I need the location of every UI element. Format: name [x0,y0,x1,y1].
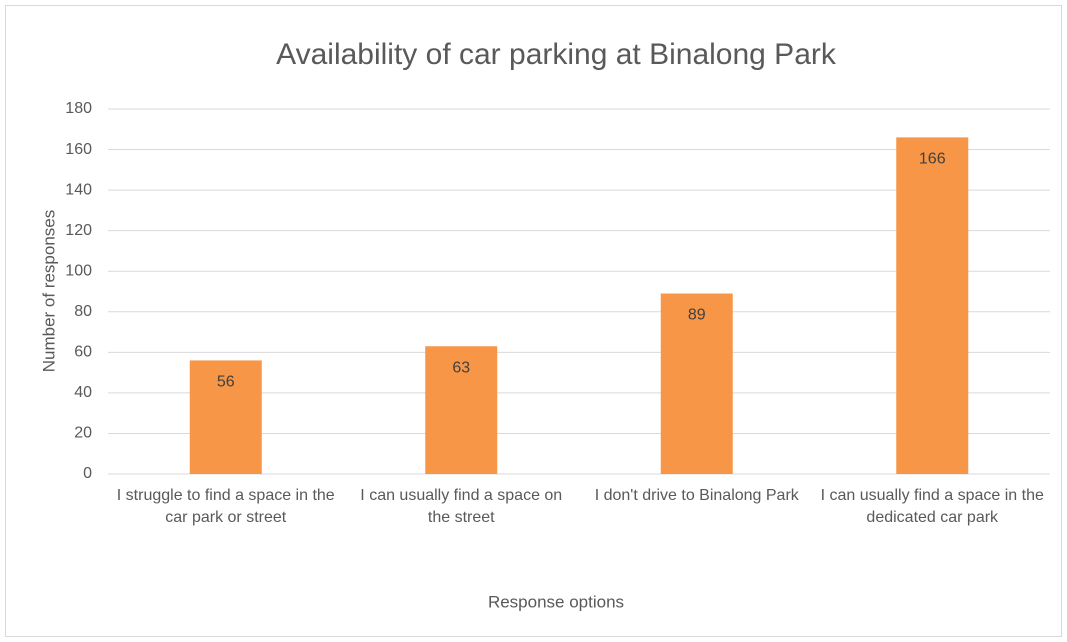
x-tick-label: I can usually find a space on the street [360,487,563,526]
data-label: 63 [452,359,470,376]
y-tick-label: 180 [65,100,92,117]
x-axis-title: Response options [488,592,624,611]
y-tick-label: 60 [74,344,92,361]
y-tick-label: 160 [65,141,92,158]
y-tick-label: 20 [74,425,92,442]
y-tick-label: 80 [74,303,92,320]
data-label: 166 [919,151,946,168]
bar [189,360,262,474]
x-tick-label-box: I can usually find a space in the dedica… [820,487,1044,526]
y-tick-label: 100 [65,262,92,279]
bar [896,137,969,474]
chart-title: Availability of car parking at Binalong … [276,38,837,71]
x-tick-label-box: I don't drive to Binalong Park [594,487,799,504]
bar [425,346,498,474]
x-tick-label-box: I struggle to find a space in the car pa… [116,487,335,526]
x-tick-label: I struggle to find a space in the car pa… [116,487,335,526]
y-tick-label: 120 [65,222,92,239]
x-tick-label: I don't drive to Binalong Park [594,487,799,504]
x-tick-label: I can usually find a space in the dedica… [820,487,1044,526]
bar [660,293,733,474]
y-tick-label: 40 [74,384,92,401]
y-tick-label: 0 [83,465,92,482]
y-axis-title: Number of responses [39,210,58,373]
x-tick-label-box: I can usually find a space on the street [360,487,563,526]
data-label: 89 [688,307,706,324]
chart-frame [5,5,1062,637]
data-label: 56 [217,374,235,391]
y-tick-label: 140 [65,181,92,198]
